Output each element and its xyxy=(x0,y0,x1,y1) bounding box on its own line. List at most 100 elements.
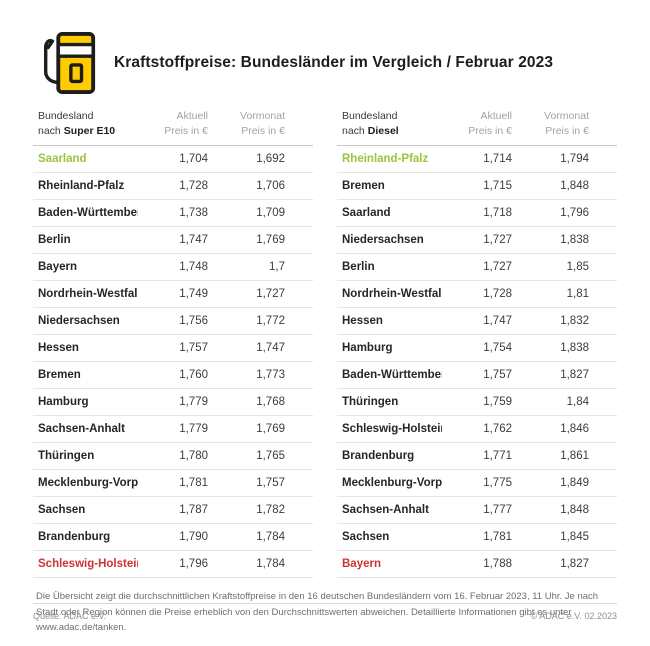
nach-label: nach xyxy=(342,124,365,137)
table-row: Niedersachsen 1,727 1,838 xyxy=(337,227,617,255)
current-price: 1,775 xyxy=(483,477,512,490)
preis-label: Preis in € xyxy=(164,124,208,137)
state-name: Nordrhein-Westfalen xyxy=(38,288,138,301)
previous-price: 1,768 xyxy=(256,396,285,409)
aktuell-label: Aktuell xyxy=(176,110,208,122)
table-row: Sachsen 1,781 1,845 xyxy=(337,524,617,552)
state-name: Schleswig-Holstein xyxy=(342,423,442,436)
vormonat-label: Vormonat xyxy=(240,110,285,122)
table-diesel: Bundesland nach Diesel Aktuell Preis in €… xyxy=(337,109,617,579)
table-body-super-e10: Saarland 1,704 1,692 Rheinland-Pfalz 1,728 1,… xyxy=(33,146,313,579)
state-name: Saarland xyxy=(342,207,391,220)
table-row: Baden-Württemberg 1,757 1,827 xyxy=(337,362,617,390)
bundesland-label: Bundesland xyxy=(342,110,398,122)
previous-price: 1,861 xyxy=(560,450,589,463)
previous-price: 1,769 xyxy=(256,234,285,247)
page-title: Kraftstoffpreise: Bundesländer im Vergle… xyxy=(114,54,554,71)
table-row: Nordrhein-Westfalen 1,728 1,81 xyxy=(337,281,617,309)
column-header-bundesland: Bundesland nach Diesel xyxy=(337,109,442,138)
fuel-name: Diesel xyxy=(367,124,399,137)
table-row: Thüringen 1,780 1,765 xyxy=(33,443,313,471)
table-row: Thüringen 1,759 1,84 xyxy=(337,389,617,417)
table-header-diesel: Bundesland nach Diesel Aktuell Preis in €… xyxy=(337,109,617,147)
table-row: Mecklenburg-Vorpommern 1,781 1,757 xyxy=(33,470,313,498)
state-name: Brandenburg xyxy=(38,531,111,544)
table-row: Rheinland-Pfalz 1,728 1,706 xyxy=(33,173,313,201)
previous-price: 1,85 xyxy=(566,261,589,274)
state-name: Brandenburg xyxy=(342,450,415,463)
current-price: 1,781 xyxy=(483,531,512,544)
previous-price: 1,838 xyxy=(560,342,589,355)
state-name: Schleswig-Holstein xyxy=(38,558,138,571)
current-price: 1,771 xyxy=(483,450,512,463)
column-header-aktuell: Aktuell Preis in € xyxy=(138,109,208,138)
previous-price: 1,848 xyxy=(560,180,589,193)
preis-label: Preis in € xyxy=(468,124,512,137)
state-name: Sachsen xyxy=(342,531,390,544)
copyright-label: © ADAC e.V. 02.2023 xyxy=(530,611,617,621)
state-name: Bayern xyxy=(342,558,381,571)
table-row: Rheinland-Pfalz 1,714 1,794 xyxy=(337,146,617,174)
current-price: 1,727 xyxy=(483,234,512,247)
state-name: Mecklenburg-Vorpommern xyxy=(38,477,138,490)
table-row: Schleswig-Holstein 1,762 1,846 xyxy=(337,416,617,444)
state-name: Nordrhein-Westfalen xyxy=(342,288,442,301)
state-name: Bayern xyxy=(38,261,77,274)
current-price: 1,781 xyxy=(179,477,208,490)
current-price: 1,756 xyxy=(179,315,208,328)
footnote: Die Übersicht zeigt die durchschnittlich… xyxy=(36,591,599,633)
table-row: Hessen 1,757 1,747 xyxy=(33,335,313,363)
table-row: Saarland 1,718 1,796 xyxy=(337,200,617,228)
table-row: Nordrhein-Westfalen 1,749 1,727 xyxy=(33,281,313,309)
previous-price: 1,727 xyxy=(256,288,285,301)
current-price: 1,762 xyxy=(483,423,512,436)
table-row: Brandenburg 1,771 1,861 xyxy=(337,443,617,471)
state-name: Bremen xyxy=(38,369,81,382)
previous-price: 1,845 xyxy=(560,531,589,544)
previous-price: 1,772 xyxy=(256,315,285,328)
current-price: 1,757 xyxy=(483,369,512,382)
table-row: Hessen 1,747 1,832 xyxy=(337,308,617,336)
current-price: 1,728 xyxy=(179,180,208,193)
current-price: 1,714 xyxy=(483,153,512,166)
table-row: Bayern 1,748 1,7 xyxy=(33,254,313,282)
table-row: Niedersachsen 1,756 1,772 xyxy=(33,308,313,336)
table-row: Mecklenburg-Vorpommern 1,775 1,849 xyxy=(337,470,617,498)
header: Kraftstoffpreise: Bundesländer im Vergle… xyxy=(0,0,650,96)
nach-label: nach xyxy=(38,124,61,137)
current-price: 1,779 xyxy=(179,396,208,409)
column-header-bundesland: Bundesland nach Super E10 xyxy=(33,109,138,138)
table-row: Schleswig-Holstein 1,796 1,784 xyxy=(33,551,313,579)
table-row: Brandenburg 1,790 1,784 xyxy=(33,524,313,552)
state-name: Baden-Württemberg xyxy=(342,369,442,382)
current-price: 1,759 xyxy=(483,396,512,409)
aktuell-label: Aktuell xyxy=(480,110,512,122)
fuel-name: Super E10 xyxy=(63,124,116,137)
bundesland-label: Bundesland xyxy=(38,110,94,122)
state-name: Thüringen xyxy=(38,450,95,463)
previous-price: 1,773 xyxy=(256,369,285,382)
current-price: 1,787 xyxy=(179,504,208,517)
table-row: Hamburg 1,754 1,838 xyxy=(337,335,617,363)
source-label: Quelle: ADAC e.V. xyxy=(33,611,107,621)
table-body-diesel: Rheinland-Pfalz 1,714 1,794 Bremen 1,715 1,84… xyxy=(337,146,617,579)
previous-price: 1,794 xyxy=(560,153,589,166)
table-row: Berlin 1,747 1,769 xyxy=(33,227,313,255)
state-name: Niedersachsen xyxy=(342,234,424,247)
table-row: Saarland 1,704 1,692 xyxy=(33,146,313,174)
table-row: Sachsen-Anhalt 1,779 1,769 xyxy=(33,416,313,444)
column-header-vormonat: Vormonat Preis in € xyxy=(512,109,617,138)
state-name: Hamburg xyxy=(342,342,393,355)
previous-price: 1,757 xyxy=(256,477,285,490)
state-name: Rheinland-Pfalz xyxy=(342,153,429,166)
state-name: Bremen xyxy=(342,180,385,193)
current-price: 1,757 xyxy=(179,342,208,355)
current-price: 1,779 xyxy=(179,423,208,436)
fuel-pump-icon xyxy=(36,31,98,95)
current-price: 1,727 xyxy=(483,261,512,274)
current-price: 1,715 xyxy=(483,180,512,193)
previous-price: 1,709 xyxy=(256,207,285,220)
table-header-super-e10: Bundesland nach Super E10 Aktuell Preis i… xyxy=(33,109,313,147)
previous-price: 1,706 xyxy=(256,180,285,193)
